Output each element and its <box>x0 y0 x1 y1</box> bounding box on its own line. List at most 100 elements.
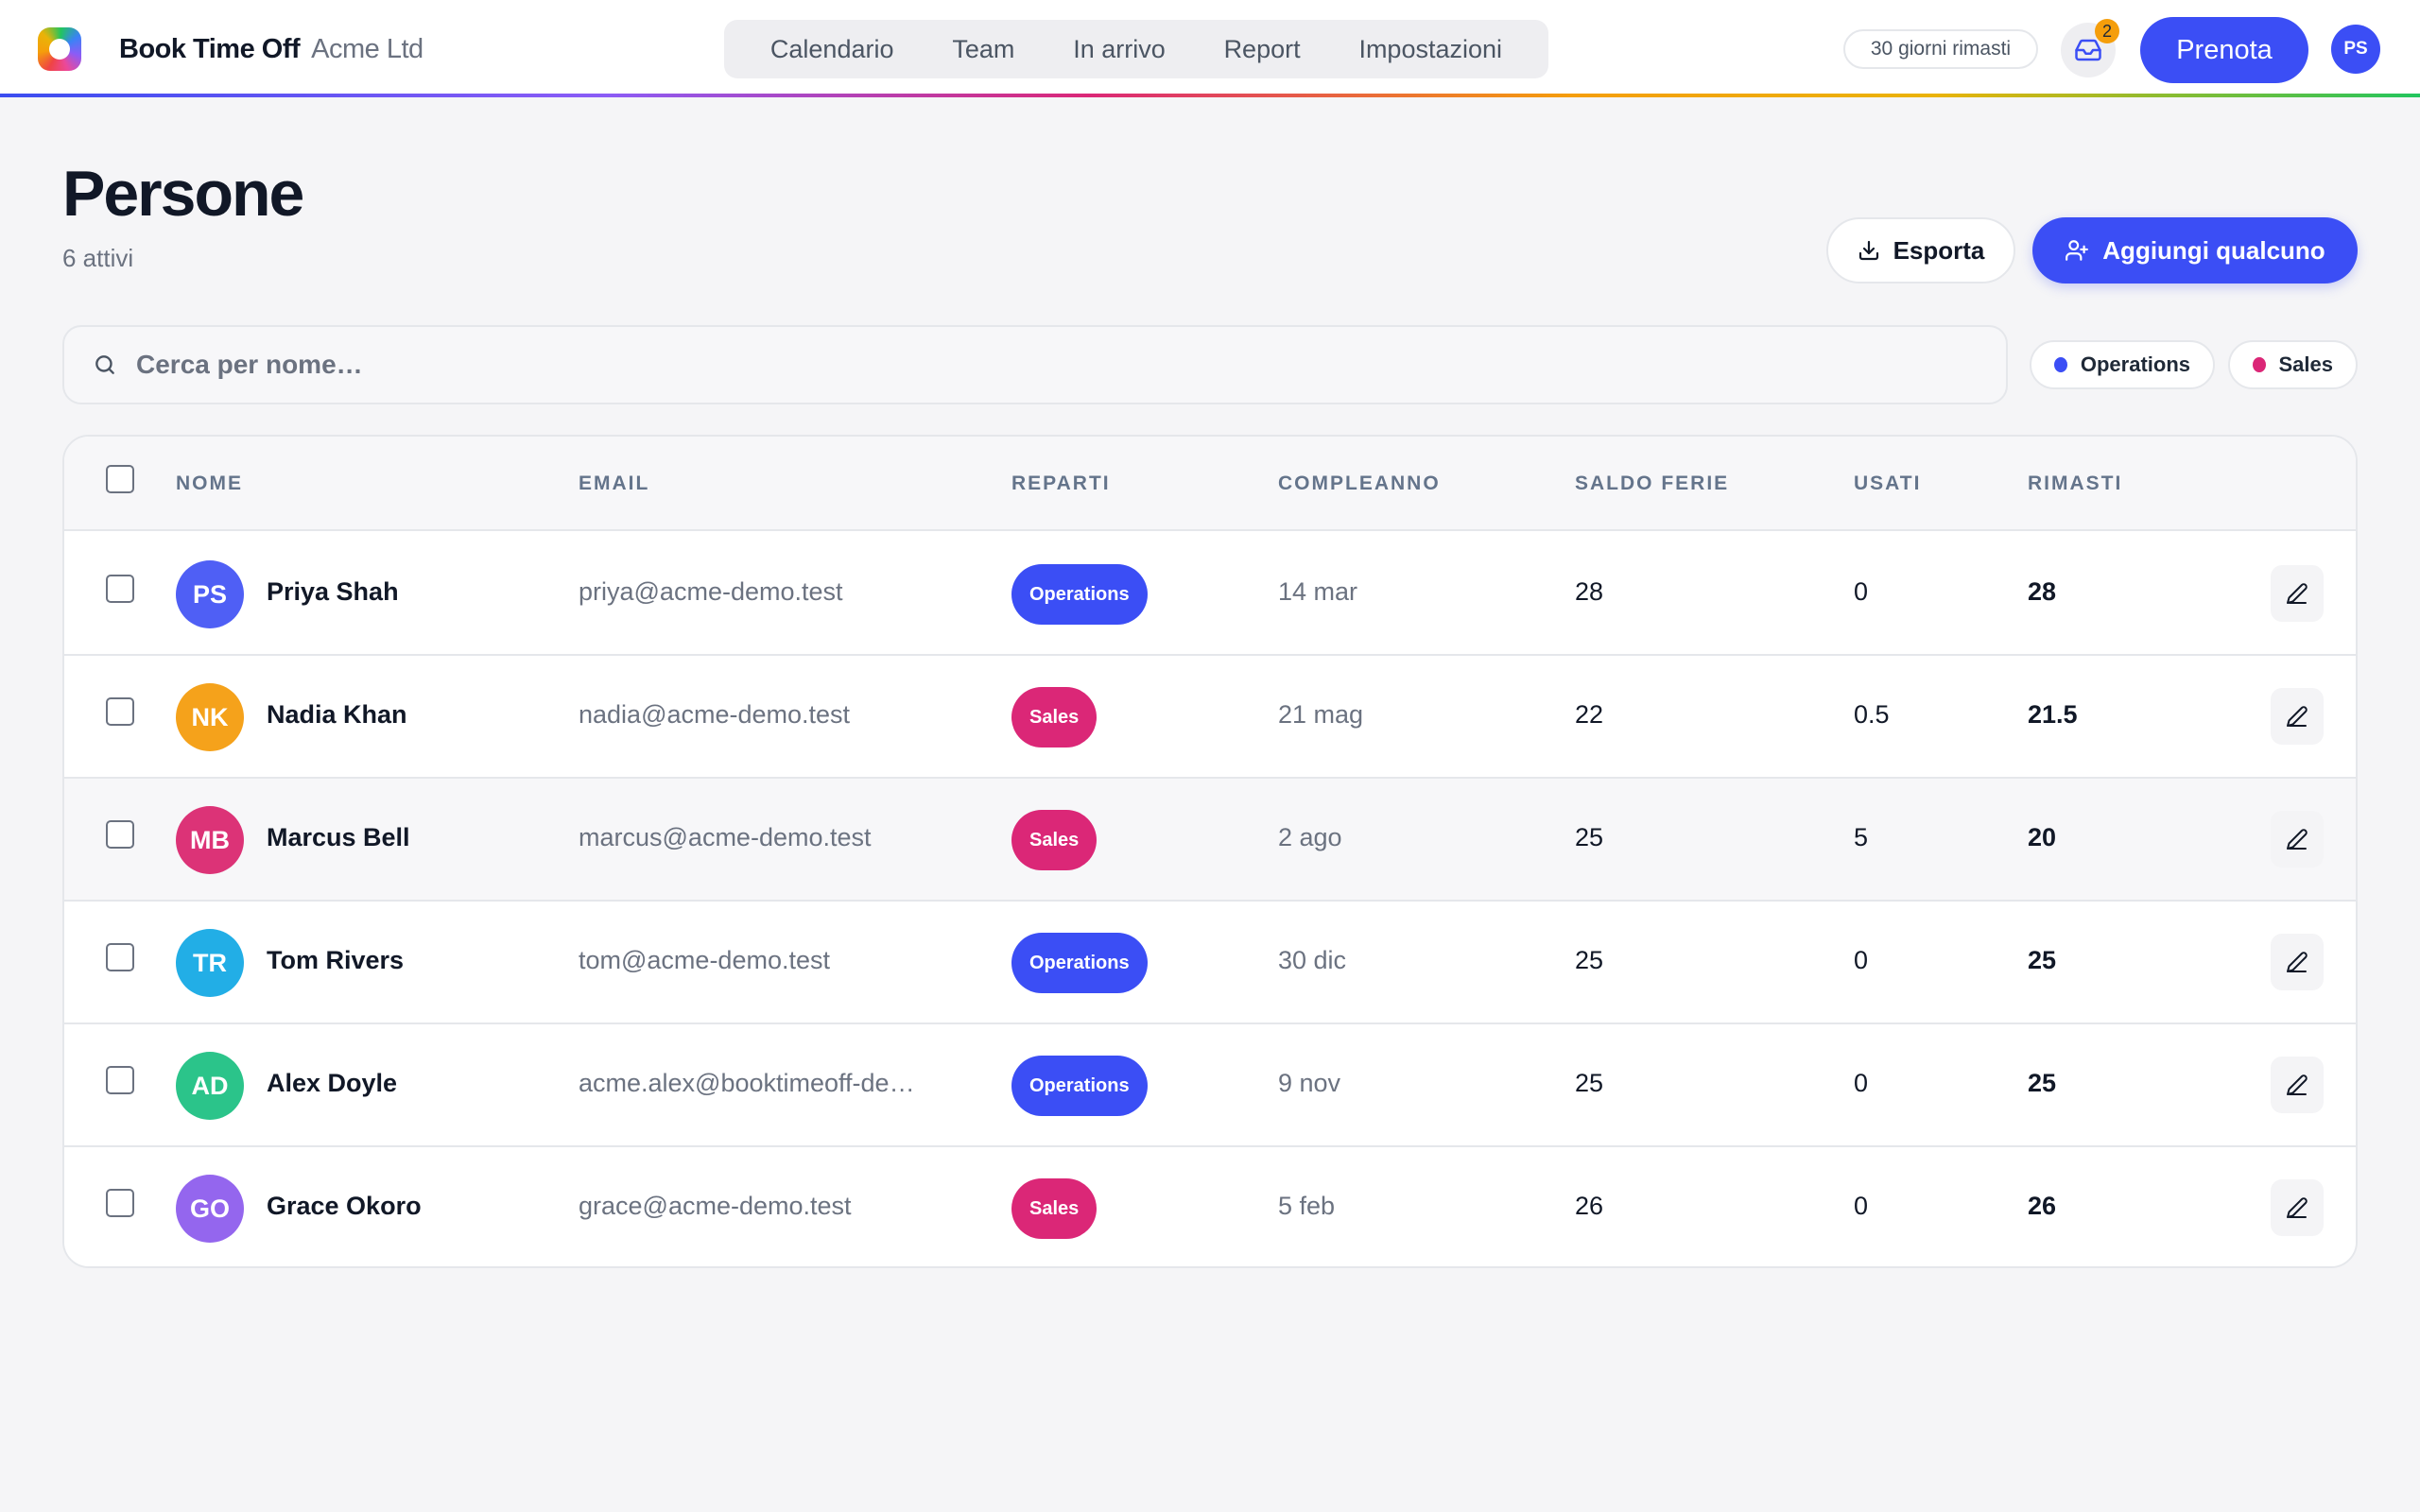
pencil-icon <box>2287 1074 2308 1095</box>
export-button[interactable]: Esporta <box>1826 217 2015 284</box>
department-badge: Sales <box>1011 810 1098 870</box>
edit-button[interactable] <box>2271 934 2324 990</box>
birthday-value: 2 ago <box>1278 823 1342 851</box>
add-person-button[interactable]: Aggiungi qualcuno <box>2032 217 2358 284</box>
search-input[interactable] <box>136 350 1932 380</box>
row-checkbox[interactable] <box>106 820 134 849</box>
add-person-label: Aggiungi qualcuno <box>2102 235 2325 265</box>
avatar: AD <box>176 1052 244 1120</box>
avatar: GO <box>176 1175 244 1243</box>
org-name: Acme Ltd <box>311 33 424 64</box>
person-name[interactable]: Alex Doyle <box>267 1069 398 1097</box>
header-gradient-divider <box>0 94 2420 97</box>
person-name[interactable]: Nadia Khan <box>267 700 407 729</box>
pencil-icon <box>2287 1197 2308 1218</box>
edit-button[interactable] <box>2271 1057 2324 1113</box>
person-email: tom@acme-demo.test <box>579 946 830 974</box>
row-checkbox[interactable] <box>106 943 134 971</box>
remaining-value: 25 <box>2028 946 2057 974</box>
person-email: nadia@acme-demo.test <box>579 700 851 729</box>
pencil-icon <box>2287 583 2308 604</box>
table-row[interactable]: TR Tom Rivers tom@acme-demo.test Operati… <box>64 902 2356 1024</box>
birthday-value: 14 mar <box>1278 577 1358 606</box>
balance-value: 25 <box>1575 1069 1604 1097</box>
pencil-icon <box>2287 952 2308 972</box>
department-badge: Sales <box>1011 687 1098 747</box>
nav-item-calendar[interactable]: Calendario <box>769 34 894 63</box>
column-header-balance[interactable]: SALDO FERIE <box>1575 472 1730 494</box>
person-name[interactable]: Marcus Bell <box>267 823 410 851</box>
column-header-birthday[interactable]: COMPLEANNO <box>1278 472 1441 494</box>
column-header-name[interactable]: NOME <box>176 472 243 494</box>
operations-color-dot <box>2054 357 2067 372</box>
person-name[interactable]: Grace Okoro <box>267 1192 422 1220</box>
sales-color-dot <box>2253 357 2266 372</box>
active-count: 6 attivi <box>62 244 134 272</box>
export-label: Esporta <box>1893 235 1985 265</box>
column-header-used[interactable]: USATI <box>1854 472 1922 494</box>
filter-chip-label: Sales <box>2278 352 2334 376</box>
avatar: PS <box>176 560 244 628</box>
nav-item-upcoming[interactable]: In arrivo <box>1073 34 1166 63</box>
column-header-remaining[interactable]: RIMASTI <box>2028 472 2123 494</box>
avatar: NK <box>176 683 244 751</box>
birthday-value: 21 mag <box>1278 700 1364 729</box>
balance-value: 25 <box>1575 823 1604 851</box>
row-checkbox[interactable] <box>106 1189 134 1217</box>
row-checkbox[interactable] <box>106 575 134 603</box>
department-badge: Sales <box>1011 1178 1098 1239</box>
remaining-value: 20 <box>2028 823 2057 851</box>
birthday-value: 30 dic <box>1278 946 1347 974</box>
table-row[interactable]: AD Alex Doyle acme.alex@booktimeoff-de… … <box>64 1024 2356 1147</box>
inbox-count-badge: 2 <box>2095 19 2119 43</box>
balance-value: 25 <box>1575 946 1604 974</box>
table-header: NOME EMAIL REPARTI COMPLEANNO SALDO FERI… <box>64 437 2356 531</box>
pencil-icon <box>2287 829 2308 850</box>
row-checkbox[interactable] <box>106 1066 134 1094</box>
column-header-email[interactable]: EMAIL <box>579 472 650 494</box>
pencil-icon <box>2287 706 2308 727</box>
table-row[interactable]: NK Nadia Khan nadia@acme-demo.test Sales… <box>64 656 2356 779</box>
avatar: TR <box>176 929 244 997</box>
used-value: 5 <box>1854 823 1869 851</box>
used-value: 0 <box>1854 1192 1869 1220</box>
balance-value: 28 <box>1575 577 1604 606</box>
person-email: acme.alex@booktimeoff-de… <box>579 1069 915 1097</box>
table-row[interactable]: PS Priya Shah priya@acme-demo.test Opera… <box>64 533 2356 656</box>
page-title: Persone <box>62 158 304 230</box>
filter-chip-sales[interactable]: Sales <box>2228 340 2358 389</box>
nav-item-reports[interactable]: Report <box>1223 34 1301 63</box>
remaining-value: 26 <box>2028 1192 2057 1220</box>
edit-button[interactable] <box>2271 1179 2324 1236</box>
birthday-value: 5 feb <box>1278 1192 1336 1220</box>
table-row[interactable]: GO Grace Okoro grace@acme-demo.test Sale… <box>64 1147 2356 1266</box>
brand[interactable]: Book Time Off Acme Ltd <box>38 26 424 72</box>
remaining-value: 28 <box>2028 577 2057 606</box>
person-name[interactable]: Priya Shah <box>267 577 399 606</box>
select-all-checkbox[interactable] <box>106 465 134 493</box>
download-icon <box>1858 240 1878 261</box>
nav-item-team[interactable]: Team <box>952 34 1015 63</box>
filter-chip-operations[interactable]: Operations <box>2030 340 2215 389</box>
column-header-departments[interactable]: REPARTI <box>1011 472 1111 494</box>
user-avatar[interactable]: PS <box>2331 25 2380 74</box>
used-value: 0 <box>1854 577 1869 606</box>
table-row[interactable]: MB Marcus Bell marcus@acme-demo.test Sal… <box>64 779 2356 902</box>
edit-button[interactable] <box>2271 565 2324 622</box>
top-bar: Book Time Off Acme Ltd Calendario Team I… <box>0 0 2420 96</box>
book-button[interactable]: Prenota <box>2140 17 2308 83</box>
inbox-icon <box>2075 39 2101 61</box>
person-email: marcus@acme-demo.test <box>579 823 872 851</box>
birthday-value: 9 nov <box>1278 1069 1341 1097</box>
people-table: NOME EMAIL REPARTI COMPLEANNO SALDO FERI… <box>62 435 2358 1268</box>
nav-item-settings[interactable]: Impostazioni <box>1358 34 1503 63</box>
main-nav: Calendario Team In arrivo Report Imposta… <box>724 20 1548 78</box>
person-name[interactable]: Tom Rivers <box>267 946 405 974</box>
person-email: priya@acme-demo.test <box>579 577 843 606</box>
days-left-badge: 30 giorni rimasti <box>1843 29 2038 69</box>
row-checkbox[interactable] <box>106 697 134 726</box>
used-value: 0 <box>1854 946 1869 974</box>
edit-button[interactable] <box>2271 688 2324 745</box>
department-badge: Operations <box>1011 933 1148 993</box>
edit-button[interactable] <box>2271 811 2324 868</box>
